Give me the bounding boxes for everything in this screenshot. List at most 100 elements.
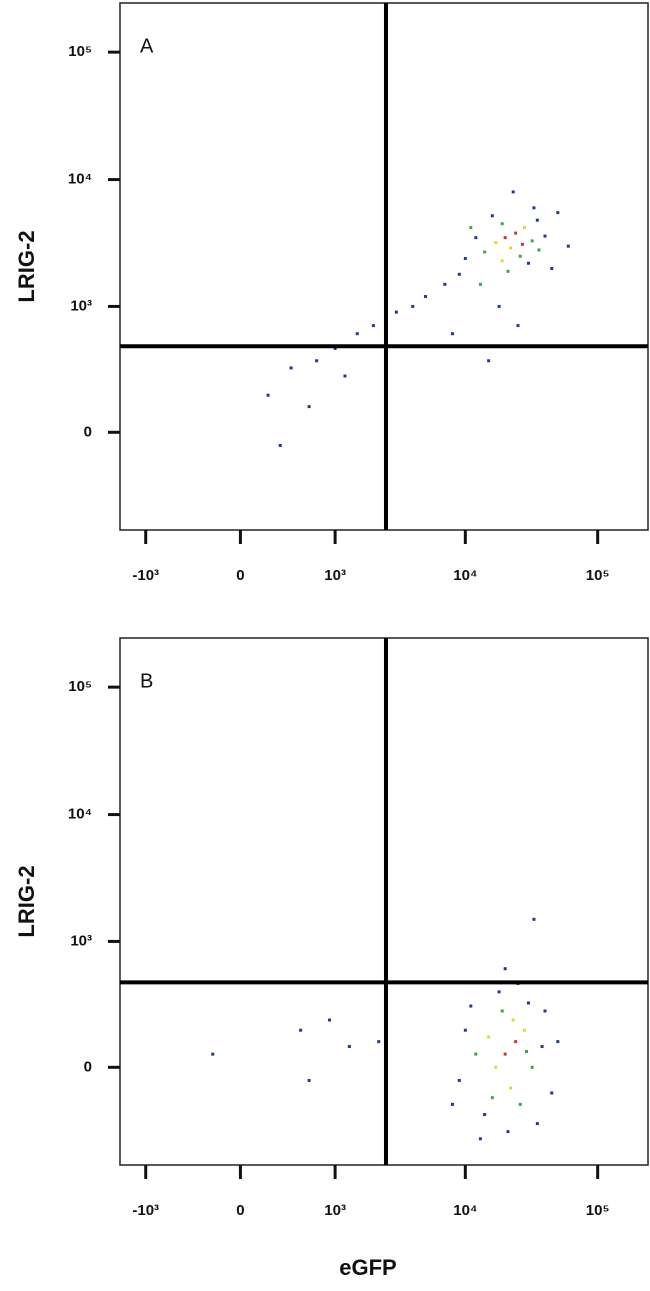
y-tick-label: 10³ (70, 932, 92, 949)
x-tick-label: 10⁴ (453, 567, 477, 584)
point (394, 310, 398, 314)
point (525, 1050, 529, 1054)
point (511, 190, 515, 194)
point (543, 1009, 547, 1013)
point (469, 1004, 473, 1008)
point (457, 272, 461, 276)
point (550, 1091, 554, 1095)
point (478, 1137, 482, 1141)
point (520, 242, 524, 246)
y-tick-label: 10⁴ (68, 806, 92, 823)
point (307, 405, 311, 409)
y-tick-label: 10⁵ (68, 43, 92, 60)
point (500, 259, 504, 263)
point (540, 1044, 544, 1048)
point (526, 1001, 530, 1005)
point (537, 248, 541, 252)
x-tick-label: 10⁵ (586, 1202, 610, 1219)
point (457, 1078, 461, 1082)
point (530, 1065, 534, 1069)
point (518, 254, 522, 258)
point (463, 256, 467, 260)
point (543, 234, 547, 238)
point (315, 359, 319, 363)
point (522, 1028, 526, 1032)
y-tick-label: 10⁵ (68, 678, 92, 695)
y-tick-label: 10⁴ (68, 171, 92, 188)
point (503, 967, 507, 971)
y-axis-title: LRIG-2 (14, 865, 39, 937)
point (377, 1040, 381, 1044)
x-tick-label: 0 (236, 567, 244, 584)
y-axis-title: LRIG-2 (14, 230, 39, 302)
x-tick-label: 10⁴ (453, 1202, 477, 1219)
y-tick-label: 0 (84, 1058, 92, 1075)
point (500, 1009, 504, 1013)
x-tick-label: 10³ (324, 567, 346, 584)
point (371, 324, 375, 328)
x-tick-label: 0 (236, 1202, 244, 1219)
point (500, 222, 504, 226)
point (483, 250, 487, 254)
point (333, 346, 337, 350)
point (469, 226, 473, 230)
panel: -10³ 0 10³ 10⁴ 10⁵ 0 10³ 10⁴ 10⁵ B LRIG-2 eGFP (14, 637, 649, 1280)
point (506, 1130, 510, 1134)
point (506, 269, 510, 273)
point (497, 304, 501, 308)
point (483, 1113, 487, 1117)
point (347, 1044, 351, 1048)
point (509, 246, 513, 250)
point (443, 282, 447, 286)
point (566, 244, 570, 248)
panel-label: B (140, 670, 153, 692)
point (307, 1078, 311, 1082)
point (266, 393, 270, 397)
point (556, 211, 560, 215)
y-tick-label: 10³ (70, 297, 92, 314)
x-tick-label: -10³ (132, 1202, 159, 1219)
point (532, 917, 536, 921)
point (494, 241, 498, 245)
point (474, 1052, 478, 1056)
point (328, 1018, 332, 1022)
point (299, 1028, 303, 1032)
point (211, 1052, 215, 1056)
point (490, 214, 494, 218)
x-tick-label: 10³ (324, 1202, 346, 1219)
point (530, 239, 534, 243)
point (535, 1122, 539, 1126)
point (514, 231, 518, 235)
point (526, 261, 530, 265)
x-tick-label: -10³ (132, 567, 159, 584)
point (411, 304, 415, 308)
point (487, 1035, 491, 1039)
point (535, 218, 539, 222)
point (478, 282, 482, 286)
point (514, 1040, 518, 1044)
point (497, 990, 501, 994)
y-tick-label: 0 (84, 423, 92, 440)
point (532, 206, 536, 210)
panel-label: A (140, 35, 154, 57)
point (278, 443, 282, 447)
point (516, 324, 520, 328)
point (487, 359, 491, 363)
point (463, 1028, 467, 1032)
point (550, 267, 554, 271)
point (503, 1052, 507, 1056)
point (503, 236, 507, 240)
point (355, 332, 359, 336)
point (289, 366, 293, 370)
point (522, 226, 526, 230)
point (424, 295, 428, 299)
point (518, 1102, 522, 1106)
point (451, 1102, 455, 1106)
point (494, 1065, 498, 1069)
panel: -10³ 0 10³ 10⁴ 10⁵ 0 10³ 10⁴ 10⁵ A LRIG-2 (14, 2, 649, 584)
x-axis-title: eGFP (339, 1255, 396, 1280)
point (509, 1086, 513, 1090)
x-tick-label: 10⁵ (586, 567, 610, 584)
point (490, 1096, 494, 1100)
point (451, 332, 455, 336)
